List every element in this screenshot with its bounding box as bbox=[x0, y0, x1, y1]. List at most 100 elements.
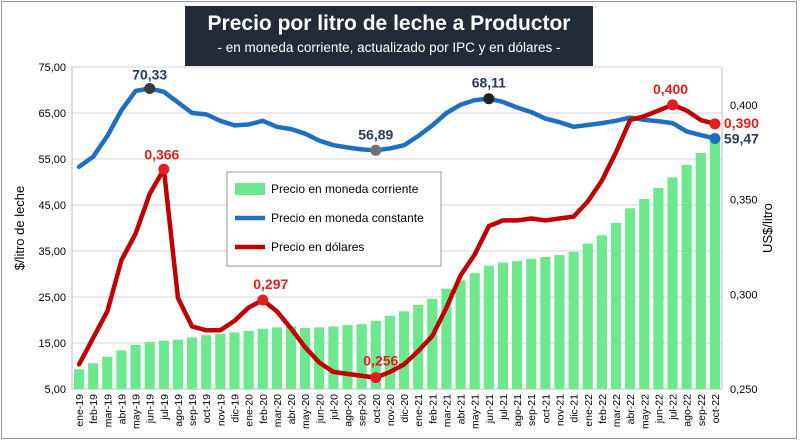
y-tick-label: 15,00 bbox=[38, 338, 66, 350]
data-label: 0,297 bbox=[253, 276, 288, 292]
x-tick-label: jul-20 bbox=[328, 394, 340, 421]
x-tick-label: jun-20 bbox=[314, 394, 326, 424]
y-tick-label: 25,00 bbox=[38, 292, 66, 304]
bar bbox=[568, 251, 579, 389]
y2-axis-title: US$/litro bbox=[760, 203, 775, 253]
bar bbox=[215, 333, 226, 389]
x-tick-label: jun-21 bbox=[484, 394, 496, 424]
data-label: 0,400 bbox=[653, 81, 688, 97]
x-tick-label: mar-22 bbox=[611, 394, 623, 427]
bar bbox=[709, 138, 721, 389]
y-tick-label: 55,00 bbox=[38, 154, 66, 166]
x-tick-label: jul-21 bbox=[498, 394, 510, 421]
x-tick-label: sep-21 bbox=[526, 394, 538, 426]
y2-tick-label: 0,250 bbox=[730, 384, 758, 396]
bar bbox=[384, 315, 396, 389]
x-tick-label: nov-19 bbox=[215, 394, 227, 426]
legend-label: Precio en dólares bbox=[271, 240, 364, 254]
x-tick-label: ago-19 bbox=[173, 394, 185, 427]
bar bbox=[257, 328, 268, 389]
data-marker bbox=[709, 132, 721, 144]
bar bbox=[427, 298, 438, 389]
legend-swatch bbox=[235, 183, 265, 195]
bar bbox=[483, 265, 494, 389]
y-tick-label: 65,00 bbox=[38, 108, 66, 120]
y2-tick-label: 0,350 bbox=[730, 195, 758, 207]
x-tick-label: sep-20 bbox=[357, 394, 369, 426]
data-marker bbox=[667, 99, 679, 111]
x-tick-label: feb-22 bbox=[597, 394, 609, 424]
x-tick-label: dic-20 bbox=[399, 394, 411, 423]
data-label: 0,390 bbox=[724, 115, 759, 131]
x-tick-label: ene-20 bbox=[244, 394, 256, 427]
bar bbox=[554, 255, 565, 389]
bar bbox=[540, 256, 551, 389]
x-tick-label: mar-20 bbox=[272, 394, 284, 427]
y-tick-label: 45,00 bbox=[38, 200, 66, 212]
x-tick-label: nov-20 bbox=[385, 394, 397, 426]
y-tick-label: 35,00 bbox=[38, 246, 66, 258]
data-marker bbox=[144, 82, 156, 94]
x-tick-label: ene-22 bbox=[583, 394, 595, 427]
bar bbox=[497, 262, 509, 389]
bar bbox=[328, 326, 339, 389]
bar bbox=[201, 335, 212, 389]
data-label: 0,366 bbox=[144, 146, 179, 162]
bar bbox=[610, 222, 622, 389]
legend-label: Precio en moneda corriente bbox=[271, 182, 419, 196]
x-tick-label: jul-19 bbox=[159, 394, 171, 421]
data-label: 59,47 bbox=[724, 130, 759, 146]
x-tick-label: abr-19 bbox=[116, 394, 128, 425]
bar bbox=[158, 340, 169, 389]
chart-title: Precio por litro de leche a Productor bbox=[207, 12, 571, 35]
bar bbox=[172, 339, 184, 389]
bar bbox=[455, 280, 466, 389]
x-tick-label: nov-21 bbox=[555, 394, 567, 426]
data-marker bbox=[483, 93, 495, 105]
data-marker bbox=[257, 294, 269, 306]
x-tick-label: ene-19 bbox=[74, 394, 86, 427]
x-tick-label: ago-22 bbox=[682, 394, 694, 427]
x-tick-label: dic-19 bbox=[230, 394, 242, 423]
bar bbox=[130, 344, 141, 389]
bar bbox=[681, 164, 692, 389]
title-box: Precio por litro de leche a Productor - … bbox=[185, 6, 593, 66]
x-tick-label: may-19 bbox=[131, 394, 143, 429]
x-tick-label: ene-21 bbox=[413, 394, 425, 427]
bar bbox=[526, 258, 537, 389]
x-tick-label: sep-19 bbox=[187, 394, 199, 426]
data-marker bbox=[709, 118, 721, 130]
bar bbox=[441, 288, 452, 389]
bar bbox=[413, 304, 424, 389]
x-tick-label: dic-21 bbox=[569, 394, 581, 423]
bar bbox=[300, 327, 311, 389]
x-tick-label: oct-21 bbox=[540, 394, 552, 423]
bar bbox=[370, 320, 381, 389]
chart-subtitle: - en moneda corriente, actualizado por I… bbox=[217, 40, 561, 55]
y-tick-label: 75,00 bbox=[38, 62, 66, 74]
legend-label: Precio en moneda constante bbox=[271, 211, 424, 225]
x-tick-label: may-22 bbox=[639, 394, 651, 429]
y2-tick-label: 0,300 bbox=[730, 289, 758, 301]
bar bbox=[356, 324, 367, 389]
bar bbox=[639, 199, 650, 389]
x-tick-label: oct-22 bbox=[710, 394, 722, 423]
x-tick-label: mar-19 bbox=[102, 394, 114, 427]
y-axis-title: $/litro de leche bbox=[12, 186, 27, 271]
bar bbox=[695, 153, 706, 389]
x-tick-label: abr-22 bbox=[625, 394, 637, 425]
x-tick-label: jun-19 bbox=[145, 394, 157, 424]
bar bbox=[144, 342, 155, 389]
bar bbox=[314, 327, 325, 389]
x-tick-label: oct-19 bbox=[201, 394, 213, 423]
data-label: 0,256 bbox=[363, 353, 398, 369]
bar bbox=[271, 327, 282, 389]
x-tick-label: ago-20 bbox=[343, 394, 355, 427]
x-tick-label: jun-22 bbox=[653, 394, 665, 424]
series-line-constante bbox=[76, 86, 718, 170]
x-tick-label: abr-20 bbox=[286, 394, 298, 425]
bar bbox=[243, 331, 254, 389]
bar bbox=[398, 311, 410, 389]
bar bbox=[582, 243, 593, 389]
